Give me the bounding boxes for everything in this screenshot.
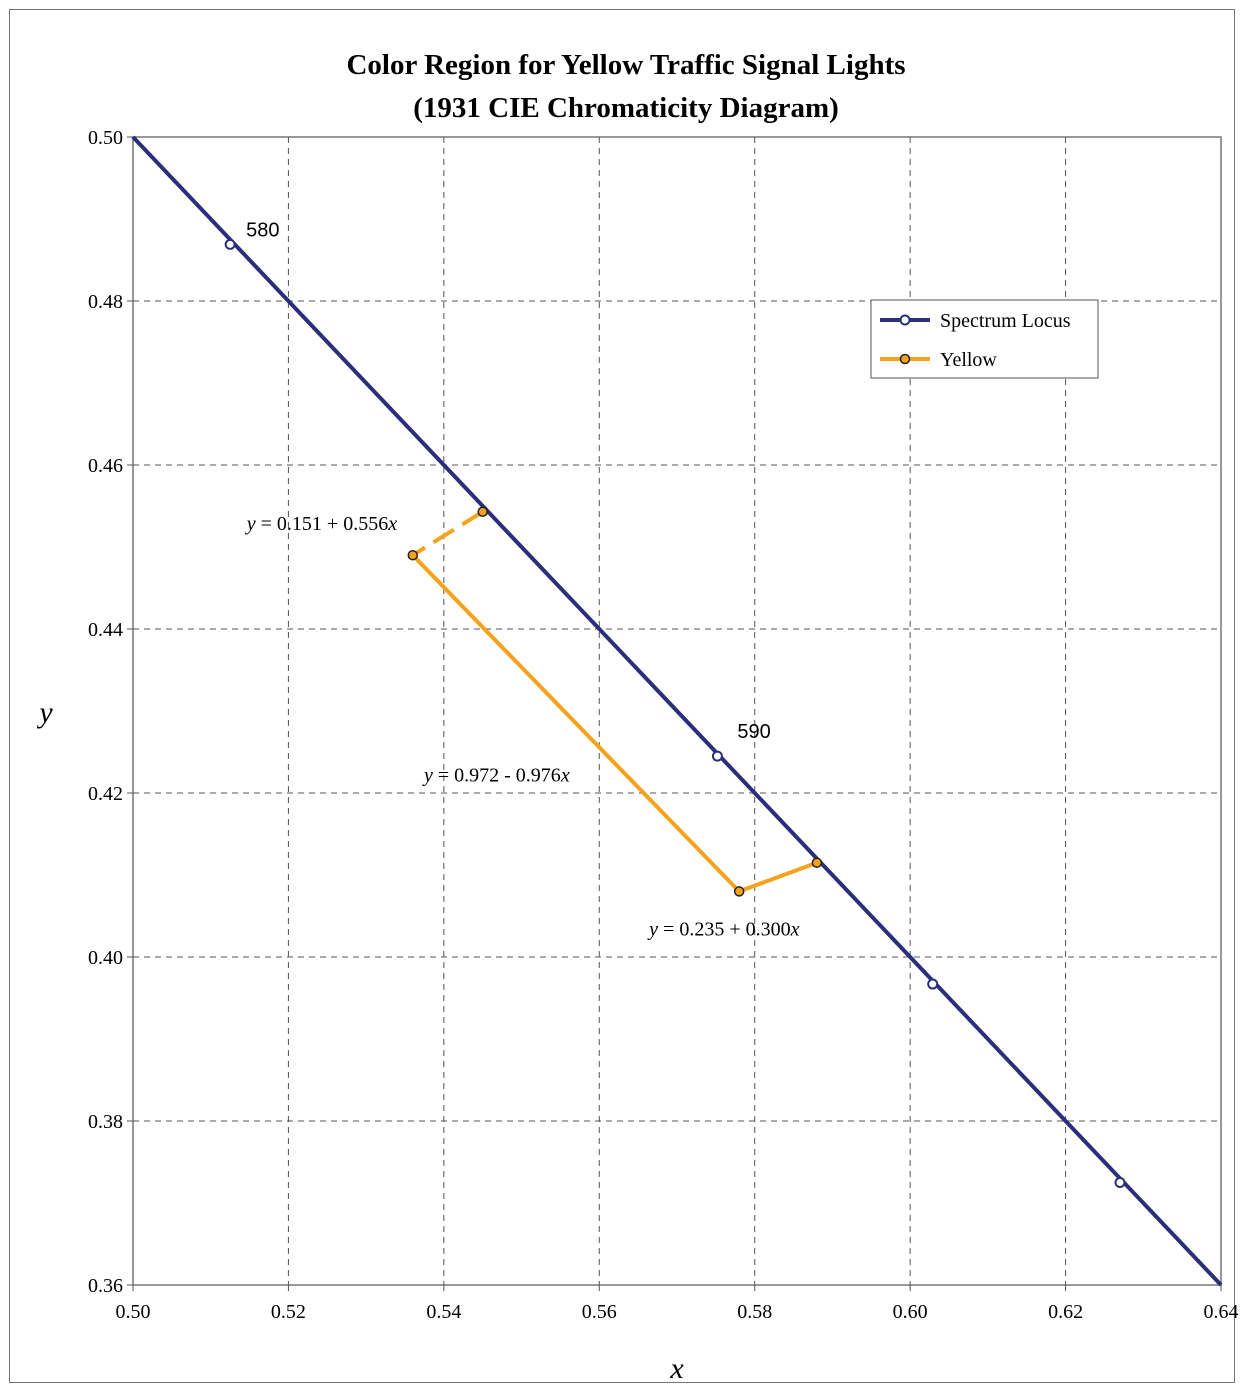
x-tick-label-0.64: 0.64 <box>1204 1301 1239 1323</box>
y-tick-label-0.38: 0.38 <box>88 1111 123 1133</box>
x-axis-title: x <box>669 1352 684 1385</box>
spectrum-locus-point-1 <box>711 750 723 762</box>
y-tick-label-0.50: 0.50 <box>88 127 123 149</box>
yellow-boundary-segment-1 <box>411 553 741 893</box>
legend-label-spectrum-locus: Spectrum Locus <box>940 310 1071 332</box>
yellow-point-1 <box>407 549 419 561</box>
x-tick-label-0.56: 0.56 <box>582 1301 617 1323</box>
spectrum-locus-point-3 <box>1114 1177 1126 1188</box>
wavelength-label-590: 590 <box>737 721 770 743</box>
yellow-point-3 <box>811 857 823 868</box>
y-tick-label-0.48: 0.48 <box>88 291 123 313</box>
x-tick-label-0.60: 0.60 <box>893 1301 928 1323</box>
y-tick-label-0.44: 0.44 <box>88 619 123 641</box>
x-tick-labels: 0.50 0.52 0.54 0.56 0.58 0.60 0.62 0.64 <box>116 1301 1239 1323</box>
legend-marker-spectrum-locus <box>899 314 911 326</box>
equation-label-1: y = 0.972 - 0.976x <box>422 764 570 786</box>
spectrum-locus-point-2 <box>927 978 939 990</box>
annotation-layer: 580 590 y = 0.151 + 0.556x y = 0.972 - 0.97… <box>245 219 800 940</box>
y-tick-labels: 0.50 0.48 0.46 0.44 0.42 0.40 0.38 0.36 <box>88 127 123 1297</box>
x-tick-label-0.58: 0.58 <box>737 1301 772 1323</box>
x-tick-label-0.54: 0.54 <box>426 1301 461 1323</box>
spectrum-locus-line <box>131 135 1223 1287</box>
equation-label-0: y = 0.151 + 0.556x <box>245 513 397 535</box>
yellow-point-0 <box>477 506 488 517</box>
yellow-point-2 <box>733 886 745 897</box>
y-axis-title: y <box>36 696 53 729</box>
legend: Spectrum Locus Yellow <box>870 299 1099 379</box>
x-tick-label-0.62: 0.62 <box>1048 1301 1083 1323</box>
y-tick-label-0.36: 0.36 <box>88 1275 123 1297</box>
series-layer <box>131 135 1223 1287</box>
yellow-boundary-segment-2 <box>738 860 818 894</box>
y-tick-label-0.46: 0.46 <box>88 455 123 477</box>
y-tick-label-0.40: 0.40 <box>88 947 123 969</box>
y-tick-label-0.42: 0.42 <box>88 783 123 805</box>
wavelength-label-580: 580 <box>246 219 279 241</box>
chart-title-line-1: Color Region for Yellow Traffic Signal L… <box>346 49 905 81</box>
spectrum-locus-point-0 <box>224 238 236 250</box>
x-tick-label-0.50: 0.50 <box>116 1301 151 1323</box>
equation-label-2: y = 0.235 + 0.300x <box>647 918 799 940</box>
legend-label-yellow: Yellow <box>940 349 997 371</box>
yellow-boundary-segment-0 <box>411 510 484 557</box>
chart-title-line-2: (1931 CIE Chromaticity Diagram) <box>413 92 839 124</box>
x-tick-label-0.52: 0.52 <box>271 1301 306 1323</box>
legend-marker-yellow <box>899 353 911 365</box>
legend-box <box>870 299 1099 379</box>
